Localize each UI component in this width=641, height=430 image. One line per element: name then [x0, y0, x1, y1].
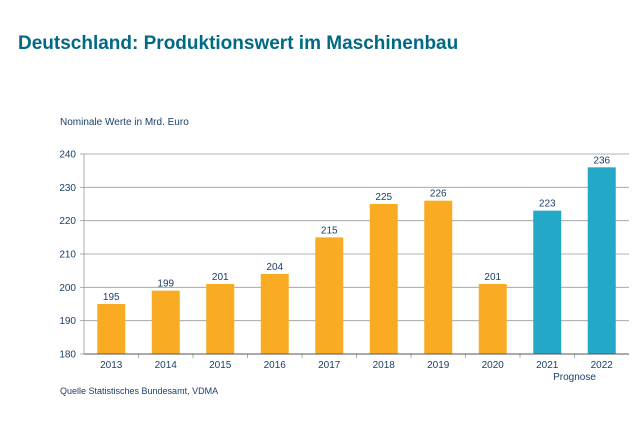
bar-2016: [260, 274, 289, 354]
bar-2017: [315, 237, 344, 354]
x-axis-ticks: 2013 2014 2015 2016 2017 2018 2019 2020 2021 2022: [100, 354, 613, 371]
x-tick-label-2017: 2017: [318, 360, 341, 371]
data-label-2019: 226: [430, 189, 447, 200]
x-tick-label-2021: 2021: [536, 360, 559, 371]
chart-title: Deutschland: Produktionswert im Maschine…: [18, 33, 459, 54]
source-note: Quelle Statistisches Bundesamt, VDMA: [60, 386, 219, 396]
y-axis-ticks: 180 190 200 210 220 230 240: [59, 150, 85, 361]
x-tick-label-2019: 2019: [427, 360, 450, 371]
bar-2014: [151, 290, 180, 354]
x-tick-label-2016: 2016: [264, 360, 287, 371]
bar-2020: [478, 284, 507, 354]
bar-2022: [587, 167, 616, 354]
x-tick-label-2018: 2018: [373, 360, 396, 371]
y-tick-label: 220: [59, 216, 76, 227]
x-tick-label-2013: 2013: [100, 360, 123, 371]
data-label-2014: 199: [157, 279, 174, 290]
y-tick-label: 200: [59, 283, 76, 294]
bar-2018: [369, 204, 398, 354]
x-tick-label-2015: 2015: [209, 360, 232, 371]
data-labels: 195 199 201 204 215 225 226 201 223 236: [103, 155, 611, 303]
data-label-2018: 225: [375, 192, 392, 203]
y-tick-label: 230: [59, 183, 76, 194]
forecast-label: Prognose: [553, 372, 596, 383]
y-axis-unit-label: Nominale Werte in Mrd. Euro: [60, 117, 189, 128]
x-tick-label-2022: 2022: [591, 360, 614, 371]
data-label-2022: 236: [593, 155, 610, 166]
y-tick-label: 240: [59, 150, 76, 161]
y-tick-label: 190: [59, 316, 76, 327]
data-label-2016: 204: [266, 262, 283, 273]
y-tick-label: 180: [59, 350, 76, 361]
data-label-2020: 201: [484, 272, 501, 283]
x-tick-label-2020: 2020: [482, 360, 505, 371]
data-label-2017: 215: [321, 225, 338, 236]
bar-2019: [424, 200, 453, 354]
y-tick-label: 210: [59, 250, 76, 261]
data-label-2021: 223: [539, 199, 556, 210]
bar-2013: [97, 304, 126, 354]
bars: [97, 167, 616, 354]
x-tick-label-2014: 2014: [155, 360, 178, 371]
data-label-2013: 195: [103, 292, 120, 303]
data-label-2015: 201: [212, 272, 229, 283]
bar-2015: [206, 284, 235, 354]
bar-2021: [533, 210, 562, 354]
